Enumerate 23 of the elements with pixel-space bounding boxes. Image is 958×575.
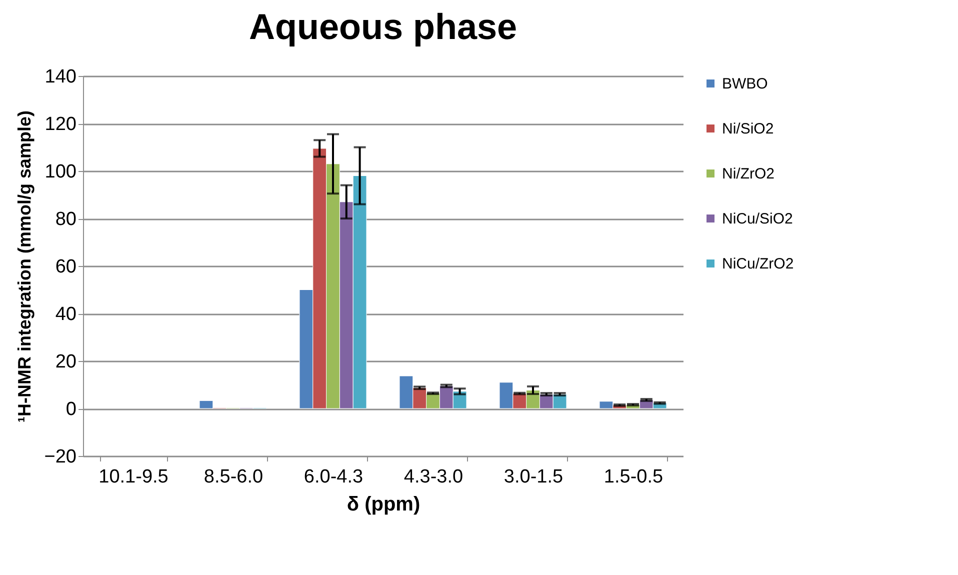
x-tick-label: 1.5-0.5: [604, 466, 664, 488]
y-tick-label: 80: [55, 209, 76, 230]
y-tick-label: −20: [44, 446, 76, 468]
y-tick-label: 100: [44, 162, 76, 182]
y-tick-label: 60: [55, 256, 76, 278]
y-tick-label: 40: [55, 304, 76, 325]
y-tick-label: 20: [55, 352, 76, 372]
y-axis-title: ¹H-NMR integration (mmol/g sample): [14, 110, 34, 423]
legend-label: NiCu/SiO2: [722, 210, 793, 228]
x-tick-label: 3.0-1.5: [504, 466, 564, 488]
legend-label: BWBO: [722, 76, 768, 92]
x-tick-label: 10.1-9.5: [98, 466, 168, 488]
y-tick-label: 0: [66, 399, 76, 420]
y-tick-label: 140: [44, 66, 76, 88]
legend-label: Ni/SiO2: [722, 120, 774, 138]
chart-title: Aqueous phase: [248, 6, 518, 47]
x-tick-label: 8.5-6.0: [204, 466, 264, 488]
x-axis-title: δ (ppm): [346, 494, 420, 516]
legend-label: Ni/ZrO2: [722, 166, 774, 182]
x-tick-label: 4.3-3.0: [404, 466, 464, 488]
x-tick-label: 6.0-4.3: [304, 466, 364, 488]
legend-label: NiCu/ZrO2: [722, 256, 794, 272]
y-tick-label: 120: [44, 114, 76, 135]
